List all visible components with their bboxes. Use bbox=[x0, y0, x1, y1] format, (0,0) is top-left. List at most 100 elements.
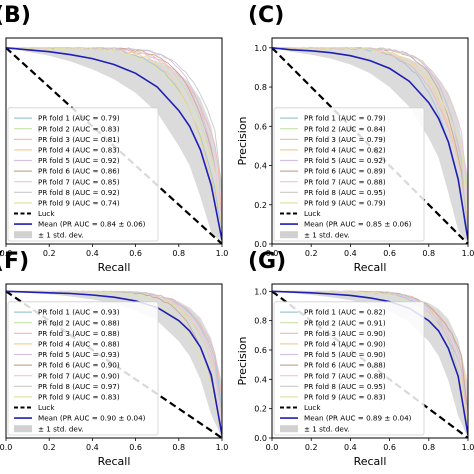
x-axis-label: Recall bbox=[98, 455, 131, 468]
legend-label-mean: Mean (PR AUC = 0.85 ± 0.06) bbox=[304, 220, 412, 229]
legend-label-fold: PR fold 1 (AUC = 0.93) bbox=[38, 308, 120, 317]
x-tick-label: 0.4 bbox=[86, 249, 99, 258]
x-tick-label: 0.6 bbox=[383, 249, 396, 258]
legend-label-fold: PR fold 7 (AUC = 0.88) bbox=[304, 177, 386, 186]
legend-label-fold: PR fold 7 (AUC = 0.85) bbox=[38, 177, 120, 186]
legend-label-fold: PR fold 6 (AUC = 0.89) bbox=[304, 167, 386, 176]
x-tick-label: 0.2 bbox=[43, 249, 56, 258]
legend-swatch-std bbox=[14, 231, 32, 239]
x-tick-label: 0.4 bbox=[86, 443, 99, 452]
x-tick-label: 0.8 bbox=[172, 249, 185, 258]
y-tick-label: 0.8 bbox=[254, 83, 267, 92]
legend-label-fold: PR fold 7 (AUC = 0.90) bbox=[38, 371, 120, 380]
legend-label-fold: PR fold 7 (AUC = 0.88) bbox=[304, 371, 386, 380]
legend-box bbox=[273, 301, 425, 436]
y-tick-label: 0.0 bbox=[254, 240, 267, 249]
chart-panel-2: 0.0 0.2 0.4 0.6 0.8 1.0 0.0 0.2 0.4 0.6 0.8 1.0 Prec… bbox=[236, 3, 474, 274]
legend: PR fold 1 (AUC = 0.82)PR fold 2 (AUC = 0… bbox=[273, 301, 425, 436]
x-axis-label: Recall bbox=[354, 455, 387, 468]
y-tick-label: 0.6 bbox=[254, 346, 267, 355]
legend-label-fold: PR fold 9 (AUC = 0.74) bbox=[38, 199, 120, 208]
legend-label-fold: PR fold 4 (AUC = 0.88) bbox=[38, 340, 120, 349]
y-tick-label: 0.4 bbox=[254, 162, 267, 171]
mean-curve bbox=[6, 47, 222, 241]
legend-label-fold: PR fold 2 (AUC = 0.84) bbox=[304, 124, 386, 133]
legend: PR fold 1 (AUC = 0.79)PR fold 2 (AUC = 0… bbox=[7, 107, 159, 242]
std-band bbox=[6, 291, 222, 438]
y-axis-label: Precision bbox=[236, 336, 249, 385]
x-tick-label: 0.4 bbox=[344, 443, 357, 452]
y-axis-label: Precision bbox=[236, 116, 249, 165]
std-band bbox=[6, 47, 222, 244]
y-tick-label: 0.2 bbox=[254, 201, 267, 210]
chart-panel-1: 0.0 0.2 0.4 0.6 0.8 1.0 Recall (B) PR fold 1 (AU… bbox=[0, 3, 228, 274]
x-tick-label: 0.6 bbox=[383, 443, 396, 452]
chart-panel-4: 0.0 0.2 0.4 0.6 0.8 1.0 0.0 0.2 0.4 0.6 0.8 1.0 Prec… bbox=[236, 249, 474, 468]
legend-label-std: ± 1 std. dev. bbox=[304, 424, 350, 433]
y-tick-label: 0.4 bbox=[254, 375, 267, 384]
x-tick-label: 0.4 bbox=[344, 249, 357, 258]
legend-label-std: ± 1 std. dev. bbox=[38, 230, 84, 239]
y-tick-label: 0.0 bbox=[254, 434, 267, 443]
legend-label-fold: PR fold 9 (AUC = 0.83) bbox=[38, 393, 120, 402]
y-tick-label: 0.6 bbox=[254, 122, 267, 131]
legend-swatch-std bbox=[14, 425, 32, 433]
plot-area bbox=[6, 290, 222, 438]
legend-label-fold: PR fold 1 (AUC = 0.79) bbox=[304, 114, 386, 123]
mean-curve bbox=[6, 290, 222, 436]
legend-label-fold: PR fold 4 (AUC = 0.82) bbox=[304, 146, 386, 155]
axes-frame bbox=[271, 283, 469, 439]
y-tick-label: 0.2 bbox=[254, 405, 267, 414]
x-tick-label: 1.0 bbox=[462, 249, 474, 258]
legend-label-luck: Luck bbox=[38, 209, 55, 218]
axes-frame bbox=[5, 283, 223, 439]
chart-panel-3: 0.0 0.2 0.4 0.6 0.8 1.0 Recall (F) PR fold 1 (AU… bbox=[0, 249, 228, 468]
legend-label-fold: PR fold 3 (AUC = 0.81) bbox=[38, 135, 120, 144]
legend-label-fold: PR fold 2 (AUC = 0.88) bbox=[38, 318, 120, 327]
mean-curve bbox=[272, 47, 468, 241]
axes-frame bbox=[5, 37, 223, 245]
panel-label: (G) bbox=[248, 249, 286, 274]
legend-label-fold: PR fold 6 (AUC = 0.86) bbox=[38, 167, 120, 176]
legend-label-luck: Luck bbox=[304, 209, 321, 218]
legend-label-luck: Luck bbox=[38, 403, 55, 412]
legend-label-fold: PR fold 6 (AUC = 0.88) bbox=[304, 361, 386, 370]
legend-label-fold: PR fold 1 (AUC = 0.79) bbox=[38, 114, 120, 123]
panel-label: (B) bbox=[0, 3, 31, 28]
legend-label-fold: PR fold 2 (AUC = 0.91) bbox=[304, 318, 386, 327]
legend-label-std: ± 1 std. dev. bbox=[38, 424, 84, 433]
legend-label-mean: Mean (PR AUC = 0.89 ± 0.04) bbox=[304, 414, 412, 423]
panel-label: (F) bbox=[0, 249, 29, 274]
legend-label-fold: PR fold 1 (AUC = 0.82) bbox=[304, 308, 386, 317]
y-tick-label: 1.0 bbox=[254, 287, 267, 296]
legend-label-fold: PR fold 3 (AUC = 0.90) bbox=[304, 329, 386, 338]
fold-curve-9 bbox=[272, 47, 468, 216]
x-tick-label: 0.6 bbox=[129, 249, 142, 258]
x-tick-label: 1.0 bbox=[216, 249, 229, 258]
legend-label-fold: PR fold 8 (AUC = 0.95) bbox=[304, 188, 386, 197]
x-tick-label: 1.0 bbox=[216, 443, 229, 452]
fold-curve-9 bbox=[6, 47, 222, 229]
legend-label-fold: PR fold 9 (AUC = 0.79) bbox=[304, 199, 386, 208]
legend-label-fold: PR fold 5 (AUC = 0.92) bbox=[38, 156, 120, 165]
x-axis-label: Recall bbox=[354, 261, 387, 274]
legend-label-std: ± 1 std. dev. bbox=[304, 230, 350, 239]
x-tick-label: 0.0 bbox=[0, 249, 12, 258]
axes-frame bbox=[271, 37, 469, 245]
legend-label-mean: Mean (PR AUC = 0.90 ± 0.04) bbox=[38, 414, 146, 423]
legend-label-fold: PR fold 8 (AUC = 0.92) bbox=[38, 188, 120, 197]
legend-label-fold: PR fold 8 (AUC = 0.95) bbox=[304, 382, 386, 391]
x-tick-label: 0.2 bbox=[305, 443, 318, 452]
legend-label-luck: Luck bbox=[304, 403, 321, 412]
x-tick-label: 0.2 bbox=[305, 249, 318, 258]
legend-label-mean: Mean (PR AUC = 0.84 ± 0.06) bbox=[38, 220, 146, 229]
x-tick-label: 0.8 bbox=[172, 443, 185, 452]
legend-label-fold: PR fold 2 (AUC = 0.83) bbox=[38, 124, 120, 133]
legend-label-fold: PR fold 5 (AUC = 0.93) bbox=[38, 350, 120, 359]
legend-box bbox=[7, 107, 159, 242]
legend-label-fold: PR fold 9 (AUC = 0.83) bbox=[304, 393, 386, 402]
x-tick-label: 1.0 bbox=[462, 443, 474, 452]
legend-label-fold: PR fold 8 (AUC = 0.97) bbox=[38, 382, 120, 391]
x-tick-label: 0.2 bbox=[43, 443, 56, 452]
